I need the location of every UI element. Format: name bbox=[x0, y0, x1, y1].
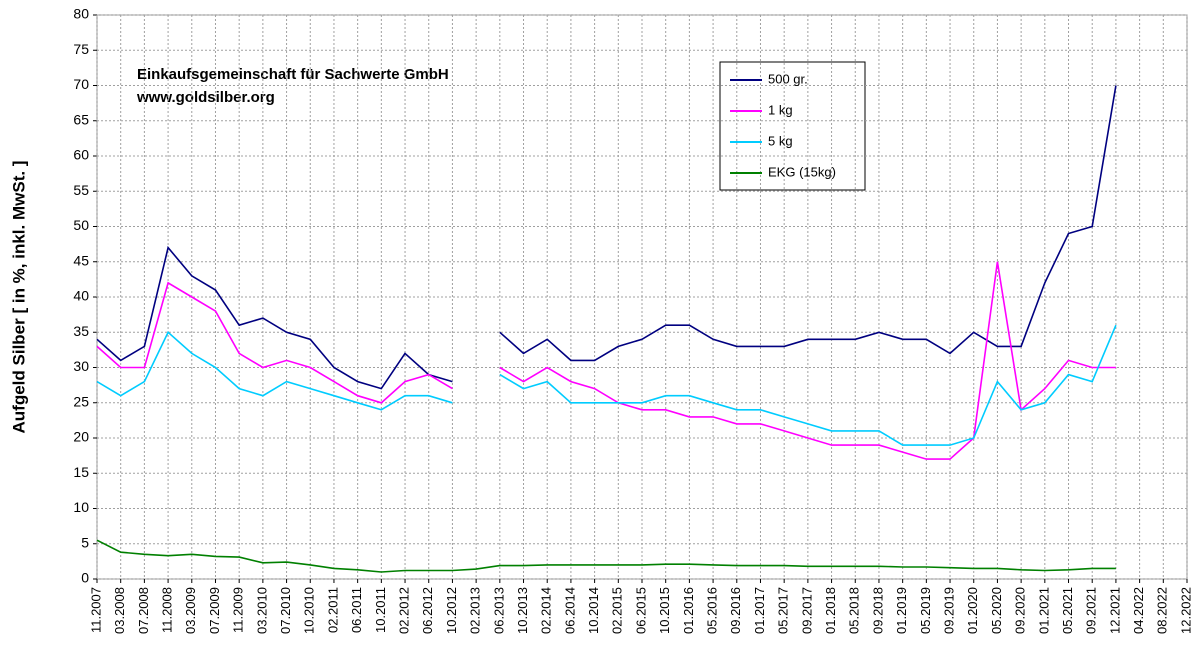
y-tick-label: 80 bbox=[73, 6, 89, 22]
x-tick-label: 07.2010 bbox=[278, 587, 293, 634]
x-tick-label: 06.2011 bbox=[349, 587, 364, 633]
y-tick-label: 50 bbox=[73, 217, 89, 233]
y-tick-label: 65 bbox=[73, 111, 89, 127]
y-tick-label: 60 bbox=[73, 147, 89, 163]
legend-label: 500 gr. bbox=[768, 71, 808, 86]
x-tick-label: 10.2012 bbox=[444, 587, 459, 634]
x-tick-label: 10.2011 bbox=[373, 587, 388, 633]
y-tick-label: 40 bbox=[73, 288, 89, 304]
x-tick-label: 11.2009 bbox=[231, 587, 246, 633]
x-tick-label: 12.2021 bbox=[1107, 587, 1122, 634]
y-axis-label: Aufgeld Silber [ in %, inkl. MwSt. ] bbox=[9, 161, 28, 434]
annotation: Einkaufsgemeinschaft für Sachwerte GmbH bbox=[137, 66, 449, 83]
x-tick-label: 05.2017 bbox=[776, 587, 791, 634]
legend-label: EKG (15kg) bbox=[768, 164, 836, 179]
x-tick-label: 01.2021 bbox=[1036, 587, 1051, 634]
y-tick-label: 20 bbox=[73, 429, 89, 445]
x-tick-label: 05.2018 bbox=[847, 587, 862, 634]
x-tick-label: 07.2009 bbox=[207, 587, 222, 634]
legend-label: 5 kg bbox=[768, 133, 793, 148]
x-tick-label: 01.2017 bbox=[752, 587, 767, 634]
series-line bbox=[96, 85, 1117, 390]
x-tick-label: 11.2008 bbox=[160, 587, 175, 633]
x-tick-label: 05.2016 bbox=[705, 587, 720, 634]
x-tick-label: 07.2008 bbox=[136, 587, 151, 634]
x-tick-label: 09.2021 bbox=[1084, 587, 1099, 634]
y-tick-label: 0 bbox=[81, 570, 89, 586]
x-tick-label: 01.2016 bbox=[681, 587, 696, 634]
y-tick-label: 35 bbox=[73, 323, 89, 339]
y-tick-label: 25 bbox=[73, 393, 89, 409]
series-line bbox=[96, 324, 1117, 446]
x-tick-label: 03.2008 bbox=[112, 587, 127, 634]
x-tick-label: 09.2020 bbox=[1013, 587, 1028, 634]
x-tick-label: 06.2014 bbox=[562, 587, 577, 634]
y-tick-label: 45 bbox=[73, 252, 89, 268]
x-tick-label: 09.2017 bbox=[799, 587, 814, 634]
x-tick-label: 02.2011 bbox=[325, 587, 340, 633]
x-tick-label: 05.2019 bbox=[918, 587, 933, 634]
y-tick-label: 70 bbox=[73, 76, 89, 92]
x-tick-label: 01.2020 bbox=[965, 587, 980, 634]
y-tick-label: 55 bbox=[73, 182, 89, 198]
y-tick-label: 5 bbox=[81, 534, 89, 550]
x-tick-label: 01.2019 bbox=[894, 587, 909, 634]
x-tick-label: 01.2018 bbox=[823, 587, 838, 634]
x-tick-label: 10.2014 bbox=[586, 587, 601, 634]
x-tick-label: 06.2013 bbox=[491, 587, 506, 634]
x-tick-label: 02.2012 bbox=[396, 587, 411, 634]
y-tick-label: 30 bbox=[73, 358, 89, 374]
series-line bbox=[96, 539, 1116, 573]
legend-label: 1 kg bbox=[768, 102, 793, 117]
x-tick-label: 08.2022 bbox=[1155, 587, 1170, 634]
x-tick-label: 05.2020 bbox=[989, 587, 1004, 634]
x-tick-label: 06.2012 bbox=[420, 587, 435, 634]
y-tick-label: 15 bbox=[73, 464, 89, 480]
x-tick-label: 02.2015 bbox=[610, 587, 625, 634]
x-tick-label: 06.2015 bbox=[633, 587, 648, 634]
x-tick-label: 10.2010 bbox=[302, 587, 317, 634]
x-tick-label: 05.2021 bbox=[1060, 587, 1075, 634]
x-tick-label: 10.2013 bbox=[515, 587, 530, 634]
x-tick-label: 04.2022 bbox=[1131, 587, 1146, 634]
x-tick-label: 10.2015 bbox=[657, 587, 672, 634]
x-tick-label: 12.2022 bbox=[1178, 587, 1193, 634]
x-tick-label: 09.2016 bbox=[728, 587, 743, 634]
y-tick-label: 10 bbox=[73, 499, 89, 515]
x-tick-label: 11.2007 bbox=[88, 587, 103, 633]
x-tick-label: 03.2009 bbox=[183, 587, 198, 634]
annotation: www.goldsilber.org bbox=[136, 89, 275, 106]
series-line bbox=[96, 261, 1116, 460]
x-tick-label: 03.2010 bbox=[254, 587, 269, 634]
x-tick-label: 09.2019 bbox=[941, 587, 956, 634]
y-tick-label: 75 bbox=[73, 41, 89, 57]
x-tick-label: 09.2018 bbox=[870, 587, 885, 634]
x-tick-label: 02.2014 bbox=[539, 587, 554, 634]
x-tick-label: 02.2013 bbox=[468, 587, 483, 634]
legend-box bbox=[719, 61, 866, 191]
